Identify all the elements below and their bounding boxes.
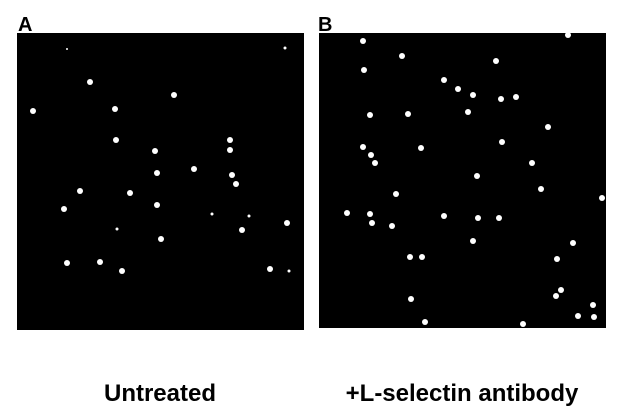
cell (248, 215, 251, 218)
cell (64, 260, 70, 266)
cell (227, 137, 233, 143)
cell (538, 186, 544, 192)
cell (344, 210, 350, 216)
cell (554, 256, 560, 262)
cell (112, 106, 118, 112)
cell (284, 220, 290, 226)
cell (441, 77, 447, 83)
cell (513, 94, 519, 100)
cell (116, 228, 119, 231)
micrograph-a (17, 33, 304, 330)
cell (553, 293, 559, 299)
cell (590, 302, 596, 308)
cell (570, 240, 576, 246)
cell (360, 144, 366, 150)
cell (61, 206, 67, 212)
cell (361, 67, 367, 73)
cell (171, 92, 177, 98)
cell (419, 254, 425, 260)
cell (154, 170, 160, 176)
micrograph-b (319, 33, 606, 328)
cell (520, 321, 526, 327)
cell (441, 213, 447, 219)
cell (558, 287, 564, 293)
cell (152, 148, 158, 154)
cell (496, 215, 502, 221)
cell (367, 112, 373, 118)
cell (30, 108, 36, 114)
cell (455, 86, 461, 92)
cell (407, 254, 413, 260)
cell (66, 48, 68, 50)
cell (499, 139, 505, 145)
cell (158, 236, 164, 242)
panel-label: B (318, 14, 332, 36)
cell (239, 227, 245, 233)
figure: A B Untreated +L-selectin antibody (0, 0, 623, 413)
cell (267, 266, 273, 272)
cell (599, 195, 605, 201)
cell (127, 190, 133, 196)
cell (191, 166, 197, 172)
cell (418, 145, 424, 151)
cell (119, 268, 125, 274)
cell (529, 160, 535, 166)
cell (465, 109, 471, 115)
cell (284, 47, 287, 50)
cell (367, 211, 373, 217)
cell (227, 147, 233, 153)
caption: Untreated (104, 380, 216, 407)
cell (389, 223, 395, 229)
cell (113, 137, 119, 143)
cell (393, 191, 399, 197)
cell (87, 79, 93, 85)
cell (229, 172, 235, 178)
cell (77, 188, 83, 194)
cell (545, 124, 551, 130)
cell (408, 296, 414, 302)
cell (474, 173, 480, 179)
cell (372, 160, 378, 166)
cell (422, 319, 428, 325)
cell (369, 220, 375, 226)
caption: +L-selectin antibody (346, 380, 579, 407)
cell (591, 314, 597, 320)
cell (233, 181, 239, 187)
cell (575, 313, 581, 319)
cell (211, 213, 214, 216)
cell (288, 270, 291, 273)
cell (475, 215, 481, 221)
cell (405, 111, 411, 117)
cell (493, 58, 499, 64)
cell (470, 238, 476, 244)
panel-label: A (18, 14, 32, 36)
cell (470, 92, 476, 98)
cell (97, 259, 103, 265)
cell (368, 152, 374, 158)
cell (399, 53, 405, 59)
cell (360, 38, 366, 44)
cell (565, 32, 571, 38)
cell (154, 202, 160, 208)
cell (498, 96, 504, 102)
